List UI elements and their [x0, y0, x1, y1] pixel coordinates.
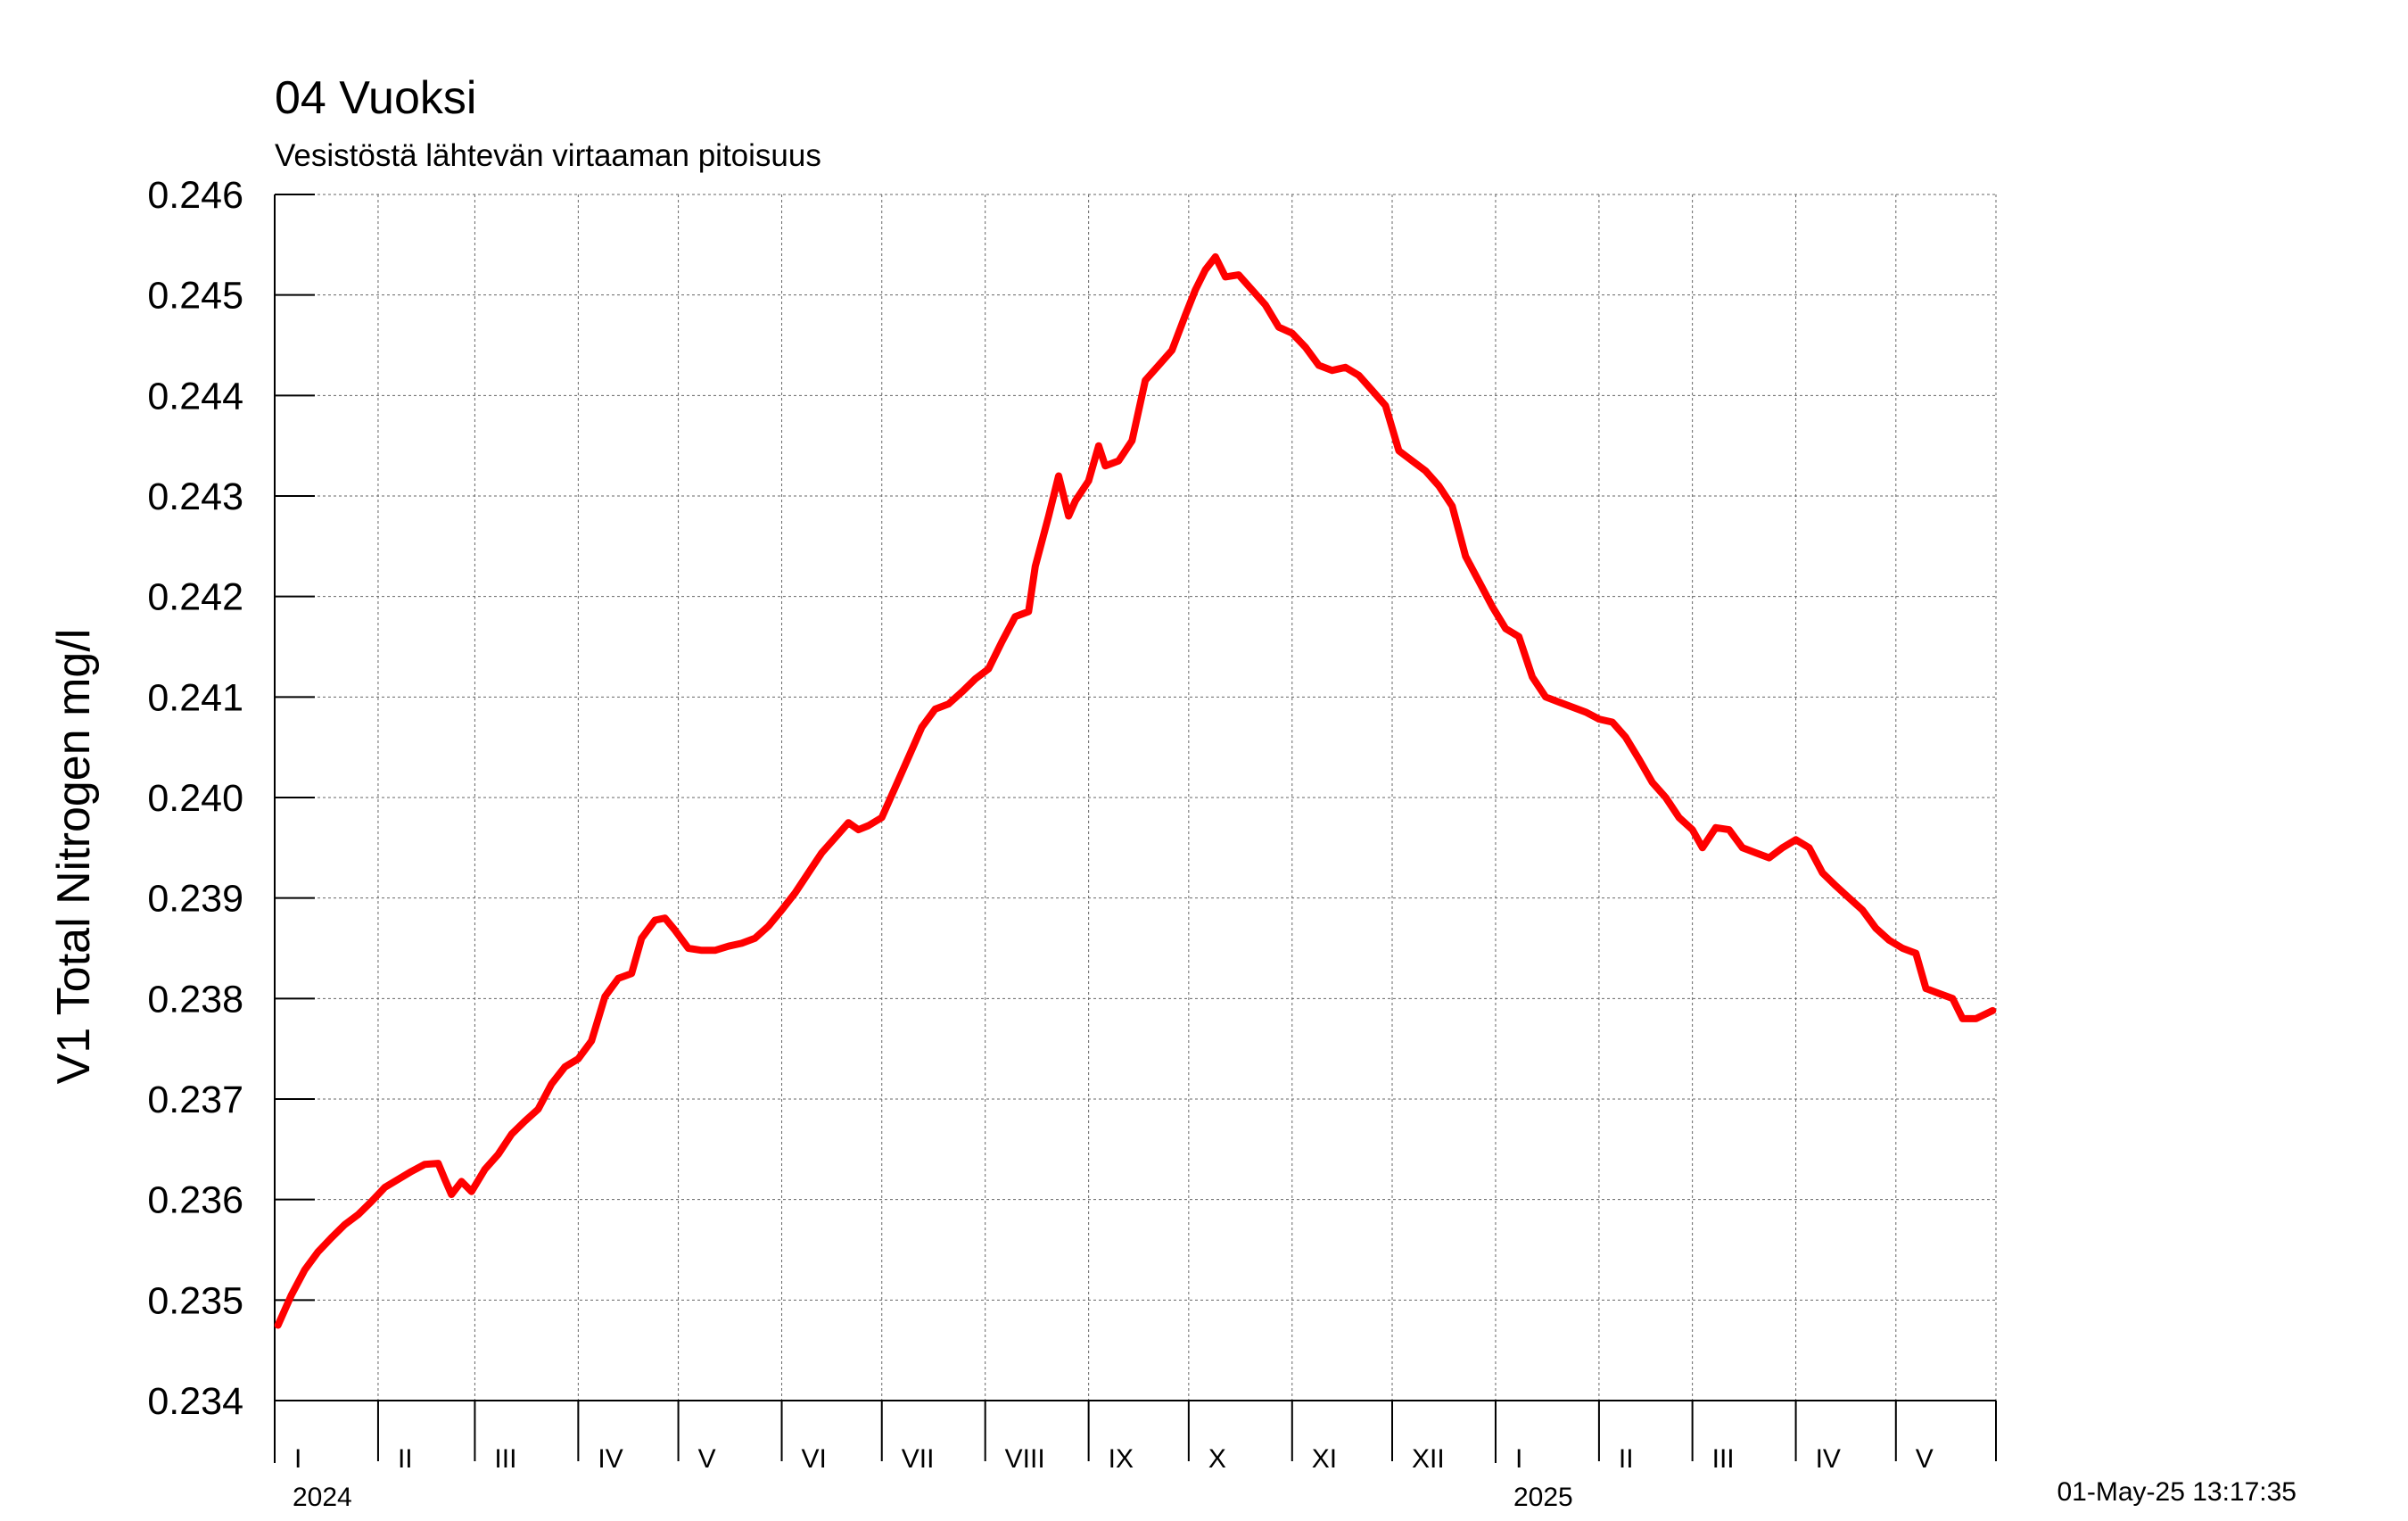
y-axis-label: V1 Total Nitrogen mg/l [48, 629, 100, 1085]
month-label: IV [1816, 1444, 1841, 1474]
grid [274, 194, 1997, 1401]
month-label: I [1515, 1444, 1522, 1474]
month-label: X [1208, 1444, 1226, 1474]
y-tick-label: 0.241 [147, 676, 243, 719]
month-label: I [294, 1444, 301, 1474]
month-label: VII [902, 1444, 935, 1474]
year-label: 2024 [293, 1483, 352, 1512]
chart-subtitle: Vesistöstä lähtevän virtaaman pitoisuus [275, 138, 821, 173]
month-label: III [494, 1444, 516, 1474]
y-tick-label: 0.246 [147, 174, 243, 217]
series [274, 252, 1997, 1329]
month-label: II [398, 1444, 413, 1474]
axes [274, 194, 1997, 1463]
y-tick-label: 0.243 [147, 475, 243, 518]
month-label: IV [598, 1444, 623, 1474]
month-label: V [698, 1444, 716, 1474]
month-label: III [1712, 1444, 1735, 1474]
y-tick-label: 0.237 [147, 1079, 243, 1121]
nitrogen-series-line [274, 252, 1997, 1329]
timestamp: 01-May-25 13:17:35 [2057, 1477, 2297, 1507]
month-label: VIII [1005, 1444, 1045, 1474]
y-tick-label: 0.236 [147, 1179, 243, 1222]
month-label: V [1916, 1444, 1934, 1474]
chart-title: 04 Vuoksi [275, 72, 476, 124]
y-tick-label: 0.240 [147, 777, 243, 820]
y-tick-label: 0.235 [147, 1279, 243, 1322]
y-tick-label: 0.239 [147, 878, 243, 921]
y-tick-label: 0.242 [147, 576, 243, 619]
month-label: VI [802, 1444, 827, 1474]
y-tick-label: 0.238 [147, 978, 243, 1021]
year-label: 2025 [1513, 1483, 1573, 1512]
y-tick-label: 0.245 [147, 275, 243, 318]
month-label: IX [1109, 1444, 1134, 1474]
month-label: XI [1312, 1444, 1337, 1474]
y-tick-label: 0.234 [147, 1380, 243, 1423]
month-label: XII [1412, 1444, 1445, 1474]
month-label: II [1619, 1444, 1634, 1474]
y-tick-label: 0.244 [147, 375, 243, 417]
y-tick-labels: 0.234 0.235 0.236 0.237 0.238 0.239 0.240 0.241… [147, 174, 243, 1423]
